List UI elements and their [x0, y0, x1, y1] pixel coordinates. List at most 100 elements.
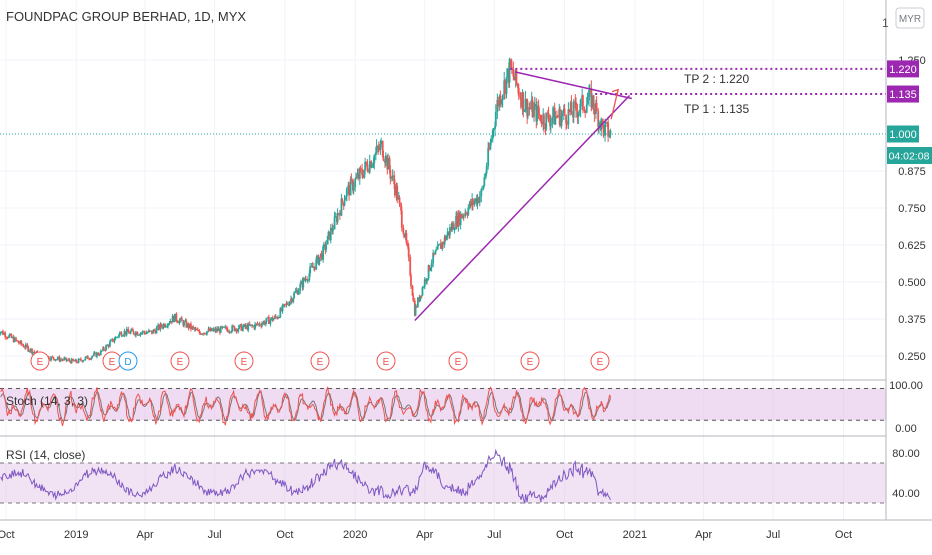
- candle-body: [167, 323, 169, 327]
- marker-label: E: [455, 357, 462, 368]
- candle-body: [494, 112, 497, 127]
- candle-body: [109, 340, 112, 342]
- candle-body: [129, 331, 132, 334]
- candle-body: [157, 325, 160, 330]
- candle-body: [215, 328, 218, 332]
- marker-label: E: [177, 357, 184, 368]
- candle-body: [187, 323, 190, 329]
- candle-body: [361, 174, 364, 178]
- candle-body: [556, 115, 558, 117]
- rsi-axis-ticks: 80.00 40.00: [892, 448, 920, 500]
- candle-body: [458, 212, 461, 225]
- candle-body: [75, 359, 78, 363]
- ascending-trendline: [414, 95, 631, 321]
- price-axis-label: 0.375: [898, 314, 926, 326]
- candle-body: [313, 266, 316, 270]
- candle-body: [20, 340, 23, 345]
- candle-body: [212, 328, 215, 330]
- candle-body: [427, 265, 430, 279]
- candle-body: [284, 304, 286, 306]
- price-axis-label: 0.750: [898, 203, 926, 215]
- candle-body: [522, 92, 525, 112]
- candle-body: [175, 313, 178, 321]
- candle-body: [349, 179, 352, 196]
- candle-body: [583, 109, 586, 112]
- candle-body: [193, 327, 196, 330]
- candle-body: [537, 105, 540, 114]
- candle-body: [489, 142, 492, 150]
- time-axis-label: Oct: [556, 529, 573, 541]
- candle-body: [341, 198, 344, 203]
- candle-body: [148, 330, 151, 332]
- candle-body: [86, 355, 89, 359]
- candle-body: [191, 326, 194, 330]
- time-axis-label: Jul: [766, 529, 780, 541]
- candle-body: [79, 358, 82, 361]
- candle-body: [334, 216, 337, 218]
- candle-body: [578, 109, 581, 113]
- candle-body: [251, 324, 253, 326]
- candle-body: [565, 123, 568, 125]
- candle-body: [391, 175, 394, 177]
- candle-body: [8, 335, 10, 338]
- candle-body: [364, 161, 367, 170]
- candle-body: [388, 157, 391, 170]
- chart-title: FOUNDPAC GROUP BERHAD, 1D, MYX: [6, 9, 246, 24]
- candle-body: [31, 351, 34, 354]
- candle-body: [300, 281, 302, 285]
- candle-body: [112, 338, 114, 342]
- candle-body: [164, 326, 167, 328]
- candle-body: [123, 331, 126, 336]
- candle-body: [57, 356, 59, 360]
- candle-body: [466, 214, 469, 216]
- candle-body: [0, 332, 2, 334]
- earnings-marker: [590, 351, 610, 371]
- candle-body: [63, 358, 65, 361]
- candle-body: [574, 101, 577, 103]
- candle-body: [517, 83, 519, 88]
- candle-body: [77, 358, 80, 363]
- candle-body: [352, 179, 354, 191]
- candle-body: [416, 297, 419, 307]
- candle-body: [212, 329, 214, 331]
- candle-body: [524, 98, 527, 111]
- countdown-label: 04:02:08: [889, 151, 930, 163]
- candle-body: [176, 320, 179, 323]
- descending-trendline: [514, 71, 632, 100]
- currency-button[interactable]: MYR: [895, 7, 925, 29]
- candle-body: [407, 247, 410, 258]
- candle-body: [352, 186, 355, 191]
- candle-body: [340, 198, 343, 216]
- candle-body: [173, 313, 176, 322]
- earnings-marker: [170, 351, 190, 371]
- candle-body: [237, 328, 240, 332]
- candle-body: [436, 245, 439, 250]
- countdown-badge: 04:02:08: [887, 147, 932, 164]
- candle-body: [183, 321, 185, 326]
- candle-body: [254, 323, 257, 329]
- candle-body: [322, 244, 325, 247]
- candle-body: [505, 77, 508, 95]
- candle-body: [523, 110, 526, 112]
- candle-body: [490, 138, 493, 143]
- candle-body: [592, 95, 595, 109]
- candle-body: [248, 323, 251, 326]
- candle-body: [178, 320, 181, 324]
- candle-body: [230, 331, 233, 333]
- candle-body: [168, 322, 171, 324]
- candle-body: [10, 334, 13, 338]
- grid: [0, 0, 886, 520]
- time-axis-label: 2020: [343, 529, 367, 541]
- price-badge-label: 1.220: [889, 64, 917, 76]
- candle-body: [104, 349, 107, 351]
- tp2-annotation: TP 2 : 1.220: [684, 72, 749, 86]
- time-axis-ticks: Oct 2019 Apr Jul Oct 2020 Apr Jul Oct 2021 Apr Jul O…: [0, 529, 852, 541]
- candle-body: [449, 227, 451, 236]
- marker-label: D: [124, 357, 131, 368]
- candle-body: [15, 340, 18, 342]
- candle-body: [462, 215, 464, 218]
- candle-body: [196, 330, 199, 332]
- candle-body: [68, 359, 71, 362]
